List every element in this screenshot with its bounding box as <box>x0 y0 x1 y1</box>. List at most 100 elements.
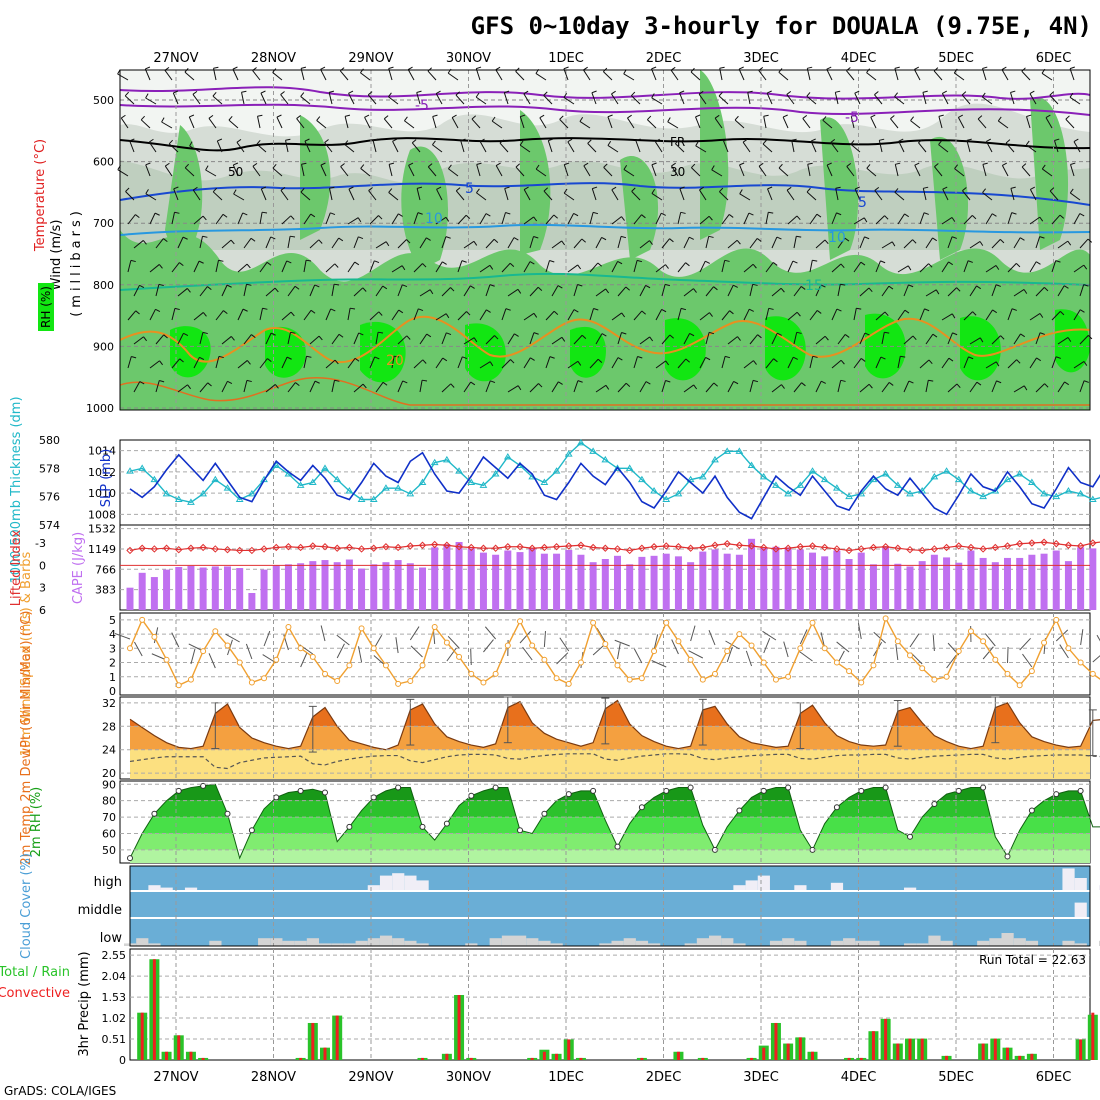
wind-barb <box>1057 240 1069 249</box>
precip-convective-bar <box>335 1015 339 1060</box>
wind-barb-flag <box>665 360 670 366</box>
wind-barb-flag <box>956 287 961 292</box>
cape-tick-label: 766 <box>95 563 116 576</box>
wind-barb-flag <box>558 381 563 385</box>
wind-axis-label: Wind (m/s) <box>49 220 64 291</box>
wind-barb <box>874 190 883 201</box>
surface-wind-barb <box>799 629 808 645</box>
wind-barb-flag <box>972 311 977 316</box>
wind-barb <box>743 360 754 369</box>
cape-bar <box>467 548 475 610</box>
wind-barb <box>272 72 283 81</box>
wind10m-series <box>127 615 1100 689</box>
wind-barb-flag <box>680 307 687 311</box>
date-label-top: 28NOV <box>251 51 296 66</box>
wind-barb-flag <box>748 212 754 216</box>
precip-convective-bar <box>798 1037 802 1060</box>
wind-barb-flag <box>553 214 558 219</box>
wind-barb <box>1069 96 1081 105</box>
cloud-cover-bar <box>989 938 1002 946</box>
pressure-units-label: (millibars) <box>69 207 84 317</box>
wind-barb-flag <box>1069 188 1074 194</box>
wind-barb <box>830 142 839 153</box>
wind-barb-flag <box>647 115 652 121</box>
lifted-index-point <box>650 543 658 551</box>
wind-barb-flag <box>145 93 149 99</box>
wind-barb-flag <box>549 260 555 263</box>
slp-tick-label: 1014 <box>88 445 116 458</box>
wind-barb <box>1029 189 1037 201</box>
wind-barb-flag <box>334 379 340 382</box>
wind-barb-flag <box>349 307 356 310</box>
lifted-index-point <box>284 543 293 551</box>
wind-barb-flag <box>289 235 296 238</box>
wind-barb-flag <box>471 115 477 120</box>
surface-wind-barb <box>836 641 850 653</box>
wind-barb-flag <box>442 261 447 265</box>
cloud-cover-bar <box>1025 940 1039 946</box>
lifted-index-point <box>808 542 817 550</box>
wind-barb <box>199 286 208 297</box>
wind-barb-flag <box>505 212 511 215</box>
wind-barb-flag <box>385 241 390 247</box>
wind-barb-flag <box>494 335 499 340</box>
wind-speed-point <box>492 670 499 677</box>
wind-barb-flag <box>145 66 151 70</box>
wind-barb-flag <box>979 337 984 343</box>
cloud-cover-bar <box>928 935 941 946</box>
wind-speed-point <box>992 656 999 663</box>
wind-barb-flag <box>718 91 723 97</box>
wind-barb-flag <box>378 311 383 316</box>
cape-bar <box>760 547 768 610</box>
wind-barb <box>875 260 881 273</box>
wind-barb-flag <box>757 334 762 339</box>
precip-convective-bar <box>189 1051 193 1060</box>
wind-barb-flag <box>753 360 757 365</box>
wind-barb-flag <box>549 356 555 359</box>
lifted-index-point <box>845 546 853 555</box>
wind-barb <box>670 69 679 81</box>
wind-barb-flag <box>517 385 522 391</box>
cape-bar <box>260 569 268 610</box>
wind-barb-flag <box>300 66 307 69</box>
lifted-index-point <box>479 544 488 552</box>
wind-barb <box>679 188 685 201</box>
wind-barb <box>853 308 857 321</box>
wind-barb-flag <box>523 186 529 190</box>
wind-barb <box>353 236 359 249</box>
contour-label-freezing: FR <box>670 135 685 149</box>
wind-barb-flag <box>318 239 323 244</box>
wind-barb <box>639 285 647 297</box>
wind-barb <box>479 361 491 369</box>
wind-barb <box>778 167 789 177</box>
cloud-cover-bar <box>830 882 844 890</box>
thickness-point <box>126 467 134 474</box>
wind-barb <box>479 141 487 153</box>
lifted-index-point <box>504 543 512 551</box>
wind-barb-flag <box>465 214 471 219</box>
wind-barb-flag <box>1055 356 1061 359</box>
wind-barb <box>573 284 578 297</box>
wind-barb <box>809 213 818 225</box>
wind-barb <box>479 213 487 225</box>
thickness-point <box>650 487 658 494</box>
wind-barb-flag <box>495 162 501 166</box>
wind-barb <box>771 287 782 297</box>
wind-barb-flag <box>217 138 223 142</box>
wind-barb-flag <box>971 215 977 220</box>
wind-barb-flag <box>938 114 944 117</box>
wind-barb <box>859 287 870 297</box>
wind-barb-flag <box>637 356 643 359</box>
wind-speed-point <box>297 645 304 652</box>
wind-barb <box>595 384 607 393</box>
wind-barb-flag <box>961 91 967 96</box>
cloud-cover-bar <box>184 887 198 890</box>
wind-barb-flag <box>1025 140 1030 146</box>
wind-barb <box>947 287 957 297</box>
contour-label-minus5-b: -5 <box>845 110 859 126</box>
wind-barb <box>501 212 506 225</box>
wind-barb-flag <box>922 90 928 93</box>
lifted-index-point <box>796 543 805 551</box>
contour-label-rh30: 30 <box>670 165 685 179</box>
